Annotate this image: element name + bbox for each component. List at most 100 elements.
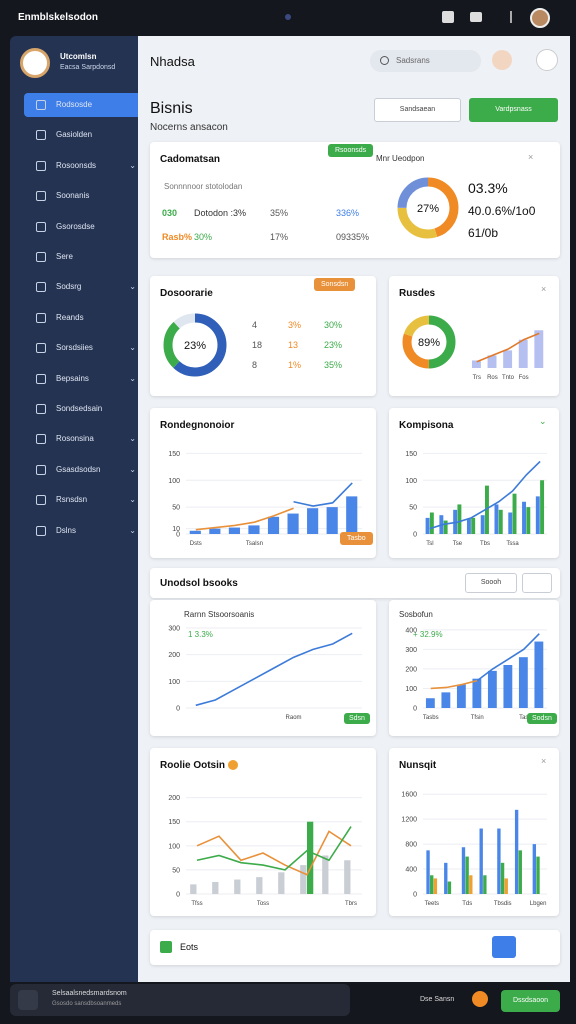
x-tick-label: Tse — [453, 541, 463, 547]
nav-item[interactable]: Rodsosde — [24, 93, 144, 117]
icon-window[interactable] — [470, 12, 482, 22]
x-tick-label: Fos — [519, 375, 529, 381]
y-tick-label: 0 — [176, 892, 180, 899]
table-cell: 35% — [324, 360, 343, 370]
close-icon[interactable]: × — [541, 756, 547, 766]
card-title: Rusdes — [399, 288, 436, 299]
x-tick-label: Tssa — [506, 541, 519, 547]
metric: 030 — [162, 208, 178, 218]
nav-item[interactable]: Gsasdsodsn ⌄ — [24, 458, 144, 482]
section-button[interactable]: Soooh — [465, 573, 517, 593]
nav-item[interactable]: Gsorosdse — [24, 215, 144, 239]
card-title: Kompisona — [399, 420, 454, 431]
nav-item[interactable]: Bepsains ⌄ — [24, 367, 144, 391]
expand-icon[interactable]: ⌄ — [539, 416, 547, 426]
nav-item[interactable]: Sodsrg ⌄ — [24, 275, 144, 299]
chevron: ⌄ — [129, 464, 136, 474]
nav-label: Sodsrg — [56, 282, 82, 292]
nav-item[interactable]: Rsnsdsn ⌄ — [24, 488, 144, 512]
profile-sub: Eacsa Sarpdonsd — [60, 64, 116, 71]
chevron: ⌄ — [129, 160, 136, 170]
bar — [514, 809, 519, 894]
y-tick-label: 50 — [172, 867, 180, 874]
close-icon[interactable]: × — [541, 284, 547, 294]
donut-label: 89% — [418, 337, 440, 349]
search[interactable]: Sadsrans — [370, 50, 481, 72]
badge[interactable]: Rsoonsds — [328, 144, 374, 157]
side-title: Mnr Ueodpon — [376, 154, 425, 163]
y-tick-label: 200 — [168, 795, 180, 802]
nav-label: Rsnsdsn — [56, 495, 88, 505]
primary-button[interactable]: Vardpsnass — [469, 98, 558, 122]
bar — [532, 844, 537, 894]
y-tick-label: 200 — [168, 652, 180, 659]
x-tick-label: Teets — [425, 901, 439, 907]
bar — [307, 508, 319, 534]
more-button[interactable] — [536, 49, 558, 71]
nav-item[interactable]: Dslns ⌄ — [24, 519, 144, 543]
donut-chart: 23% — [163, 313, 227, 377]
y-tick-label: 10 — [172, 526, 180, 533]
card-title: Sosbofun — [399, 610, 433, 619]
bottom-text: Selsaalsnedsmardsnom — [52, 990, 127, 997]
bar — [534, 641, 544, 708]
x-tick-label: Tds — [462, 901, 472, 907]
nav-item[interactable]: Sere — [24, 245, 144, 269]
nav-item[interactable]: Rosonsina ⌄ — [24, 427, 144, 451]
x-tick-label: Dsts — [190, 541, 202, 547]
nav-label: Rosoonsds — [56, 160, 97, 170]
bar — [209, 528, 221, 534]
nav-item[interactable]: Reands — [24, 306, 144, 330]
nav-item[interactable]: Sorsdsiies ⌄ — [24, 336, 144, 360]
badge[interactable]: Sodsn — [527, 713, 557, 724]
nav-item[interactable]: Gasiolden — [24, 123, 144, 147]
bar — [540, 480, 545, 534]
icon-like[interactable] — [442, 11, 454, 23]
secondary-button[interactable]: Sandsaean — [374, 98, 461, 122]
user-avatar[interactable] — [492, 50, 512, 70]
card-title: Nunsqit — [399, 760, 437, 771]
badge[interactable]: Sonsdsn — [314, 278, 356, 291]
badge[interactable]: Sdsn — [344, 713, 370, 724]
nav-label: Sere — [56, 252, 73, 261]
x-tick-label: Tsalsn — [246, 541, 263, 547]
nav-item[interactable]: Rosoonsds ⌄ — [24, 154, 144, 178]
bar — [307, 821, 314, 894]
bar — [433, 878, 438, 894]
refresh-button[interactable] — [522, 573, 552, 593]
divider — [510, 11, 512, 23]
nav-icon — [36, 525, 46, 536]
bar — [429, 512, 434, 534]
section-header: Unodsol bsooks Soooh — [150, 568, 560, 598]
list-view-button[interactable] — [522, 936, 546, 958]
table-cell: 18 — [252, 340, 263, 350]
metric: 17% — [270, 232, 289, 242]
bar — [278, 872, 285, 894]
nav-icon — [36, 312, 46, 323]
bar — [300, 865, 307, 894]
card-title: Rondegnonoior — [160, 420, 235, 431]
chevron: ⌄ — [129, 373, 136, 383]
x-tick-label: Tasbs — [423, 715, 439, 721]
apps-button[interactable] — [18, 990, 38, 1010]
y-tick-label: 100 — [168, 843, 180, 850]
nav-icon — [36, 191, 46, 202]
chevron: ⌄ — [129, 434, 136, 444]
chart: 0 100 200 300 Raom — [168, 626, 362, 721]
nav-label: Gasiolden — [56, 130, 93, 140]
chevron: ⌄ — [129, 495, 136, 505]
nav-item[interactable]: Sondsedsain — [24, 397, 144, 421]
bottom-avatar[interactable] — [472, 991, 488, 1007]
bar — [500, 862, 505, 894]
bottom-bar: Selsaalsnedsmardsnom Gsosdo sansdbsoanme… — [10, 984, 350, 1016]
grid-view-button[interactable] — [492, 936, 516, 958]
bottom-button[interactable]: Dssdsaoon — [501, 990, 560, 1012]
nav-item[interactable]: Soonanis — [24, 184, 144, 208]
bottom-link[interactable]: Dse Sansn — [420, 996, 455, 1003]
stat: 40.0.6%/1o0 — [468, 204, 536, 218]
profile-avatar[interactable] — [20, 48, 50, 78]
badge[interactable]: Tasbo — [340, 532, 373, 545]
avatar[interactable] — [530, 8, 550, 28]
x-tick-label: Tbrs — [345, 901, 357, 907]
close-icon[interactable]: × — [528, 152, 534, 162]
